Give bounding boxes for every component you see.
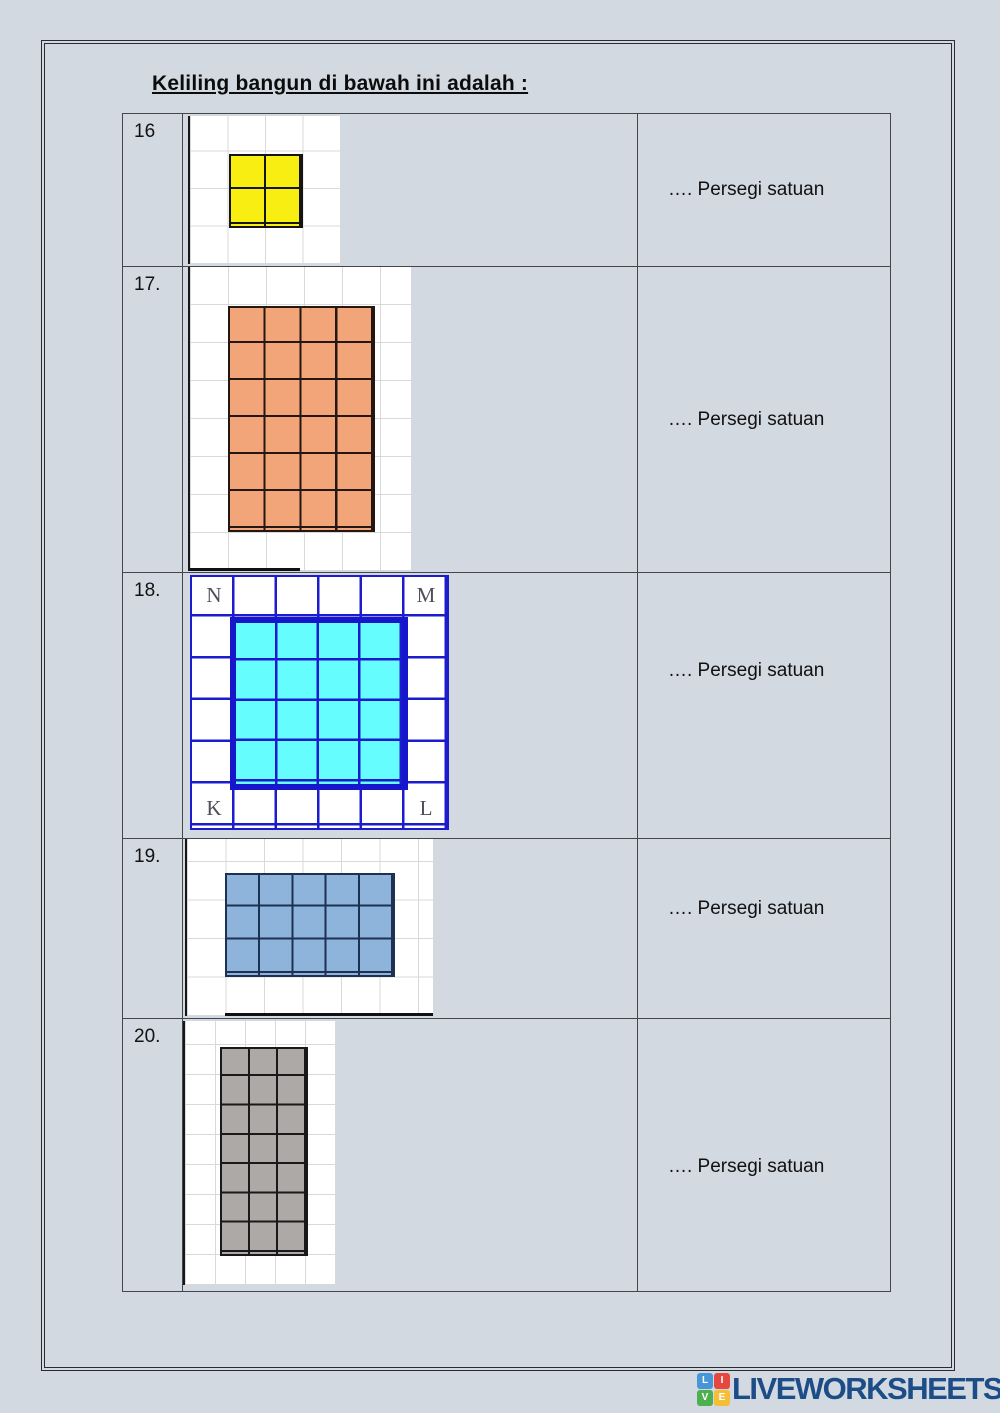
answer-text-16[interactable]: …. Persegi satuan (668, 179, 825, 200)
shape-cell-20 (183, 1019, 638, 1291)
logo-tile-e: E (714, 1389, 730, 1406)
worksheet-title: Keliling bangun di bawah ini adalah : (152, 72, 529, 95)
logo-tile-v: V (697, 1389, 713, 1406)
page-border (41, 40, 955, 1371)
answer-text-17[interactable]: …. Persegi satuan (668, 408, 825, 430)
answer-text-18[interactable]: …. Persegi satuan (668, 659, 825, 681)
gray-rectangle-shape (220, 1047, 308, 1256)
shape-cell-18: N M K L (183, 573, 638, 839)
black-line-segment (190, 568, 300, 571)
corner-label-l: L (419, 796, 433, 820)
answer-cell-20: …. Persegi satuan (638, 1019, 890, 1291)
row-number-17: 17. (123, 267, 183, 573)
shape-cell-16 (183, 114, 638, 267)
logo-tile-i: I (714, 1372, 730, 1389)
answer-cell-17: …. Persegi satuan (638, 267, 890, 573)
brand-name: LIVEWORKSHEETS (732, 1371, 1000, 1406)
orange-rectangle-shape (228, 306, 375, 532)
answer-text-20[interactable]: …. Persegi satuan (668, 1156, 825, 1177)
corner-label-m: M (416, 583, 436, 607)
answer-cell-19: …. Persegi satuan (638, 839, 890, 1019)
cyan-square-shape (230, 617, 408, 790)
liveworksheets-logo-icon: L I V E (697, 1372, 730, 1406)
answer-text-19[interactable]: …. Persegi satuan (668, 897, 825, 919)
grid-image-16 (188, 116, 340, 264)
shape-cell-17 (183, 267, 638, 573)
question-table: 16 …. Persegi satuan 17. …. Persegi satu… (122, 113, 891, 1292)
shape-cell-19 (183, 839, 638, 1019)
black-line-segment (225, 1013, 433, 1016)
corner-label-k: K (206, 796, 222, 820)
answer-cell-16: …. Persegi satuan (638, 114, 890, 267)
row-number-19: 19. (123, 839, 183, 1019)
answer-cell-18: …. Persegi satuan (638, 573, 890, 839)
grid-image-19 (185, 839, 433, 1016)
blue-rectangle-shape (225, 873, 395, 977)
row-number-18: 18. (123, 573, 183, 839)
grid-image-17 (188, 267, 411, 571)
row-number-16: 16 (123, 114, 183, 267)
logo-tile-l: L (697, 1372, 713, 1389)
grid-image-18: N M K L (190, 575, 449, 830)
yellow-square-shape (229, 154, 303, 228)
liveworksheets-link[interactable]: L I V E LIVEWORKSHEETS (697, 1371, 1000, 1407)
corner-label-n: N (206, 583, 222, 607)
grid-image-20 (183, 1021, 336, 1285)
row-number-20: 20. (123, 1019, 183, 1291)
